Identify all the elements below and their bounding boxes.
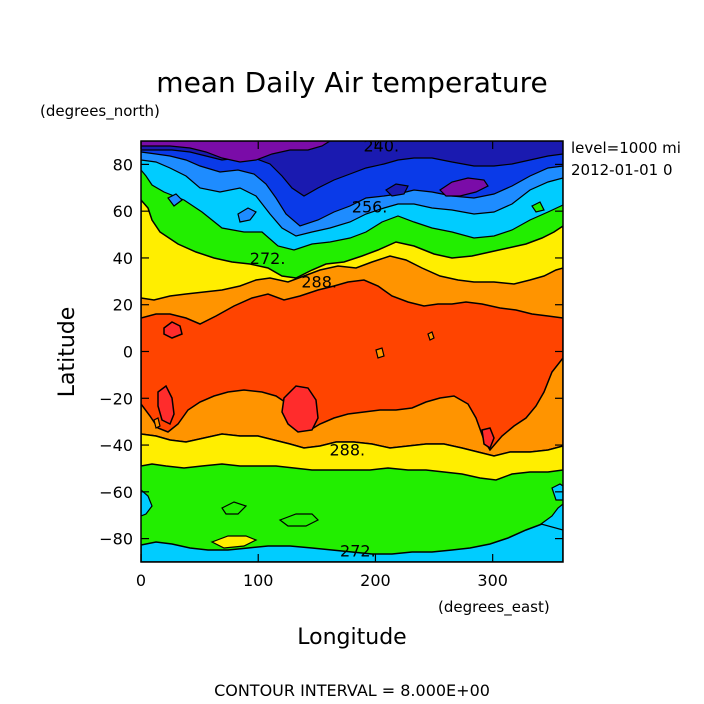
x-units-label: (degrees_east) — [438, 598, 550, 617]
feature-n-1 — [385, 183, 409, 197]
y-tick-label: 0 — [123, 343, 133, 362]
annotation-date: 2012-01-01 0 — [571, 161, 672, 179]
y-tick-label: 80 — [113, 155, 133, 174]
contour-label: 240. — [363, 137, 399, 156]
hotspot-africa-south — [281, 385, 319, 433]
hotspot-small-2 — [427, 331, 435, 341]
feature-n-4 — [531, 201, 545, 213]
y-axis-title: Latitude — [55, 307, 80, 398]
feature-s-yellow — [210, 535, 258, 549]
band-280-288-south — [141, 433, 563, 481]
chart-title: mean Daily Air temperature — [156, 66, 547, 99]
x-axis: 0 100 200 300 — [136, 141, 508, 590]
y-tick-label: −60 — [99, 483, 133, 502]
feature-s-green-1 — [278, 513, 320, 527]
band-below-240-east — [439, 177, 489, 197]
y-tick-label: −80 — [99, 530, 133, 549]
hotspot-small-3 — [153, 417, 161, 429]
y-tick-label: 60 — [113, 202, 133, 221]
band-below-240 — [141, 141, 332, 163]
feature-s-cyan-2 — [539, 503, 563, 531]
y-tick-label: −40 — [99, 436, 133, 455]
contour-interval-footer: CONTOUR INTERVAL = 8.000E+00 — [214, 681, 490, 700]
y-tick-label: 40 — [113, 249, 133, 268]
contour-labels: 240. 256. 272. 288. 288. 272. — [250, 137, 399, 560]
y-tick-label: 20 — [113, 296, 133, 315]
hotspot-west-north — [163, 321, 183, 339]
contour-label: 288. — [301, 272, 337, 291]
plot-area: 240. 256. 272. 288. 288. 272. — [141, 137, 563, 562]
feature-s-cyan-west — [141, 489, 153, 517]
hotspot-australia — [481, 427, 495, 450]
y-axis: 80 60 40 20 0 −20 −40 −60 −80 — [99, 155, 563, 549]
contour-label: 288. — [329, 441, 365, 460]
x-tick-label: 0 — [136, 571, 146, 590]
x-axis-title: Longitude — [297, 625, 406, 650]
y-units-label: (degrees_north) — [40, 102, 160, 121]
x-tick-label: 300 — [477, 571, 508, 590]
feature-s-green-2 — [221, 501, 248, 515]
band-296-304 — [141, 279, 563, 452]
contour-label: 272. — [250, 249, 286, 268]
y-tick-label: −20 — [99, 389, 133, 408]
hotspot-small-1 — [375, 347, 385, 359]
contour-label: 256. — [352, 197, 388, 216]
annotation-level: level=1000 mi — [571, 139, 681, 157]
x-tick-label: 200 — [360, 571, 391, 590]
contour-label: 272. — [340, 541, 376, 560]
feature-n-2 — [237, 207, 257, 223]
hotspot-south-america — [157, 384, 175, 426]
x-tick-label: 100 — [243, 571, 274, 590]
feature-n-3 — [167, 193, 183, 207]
